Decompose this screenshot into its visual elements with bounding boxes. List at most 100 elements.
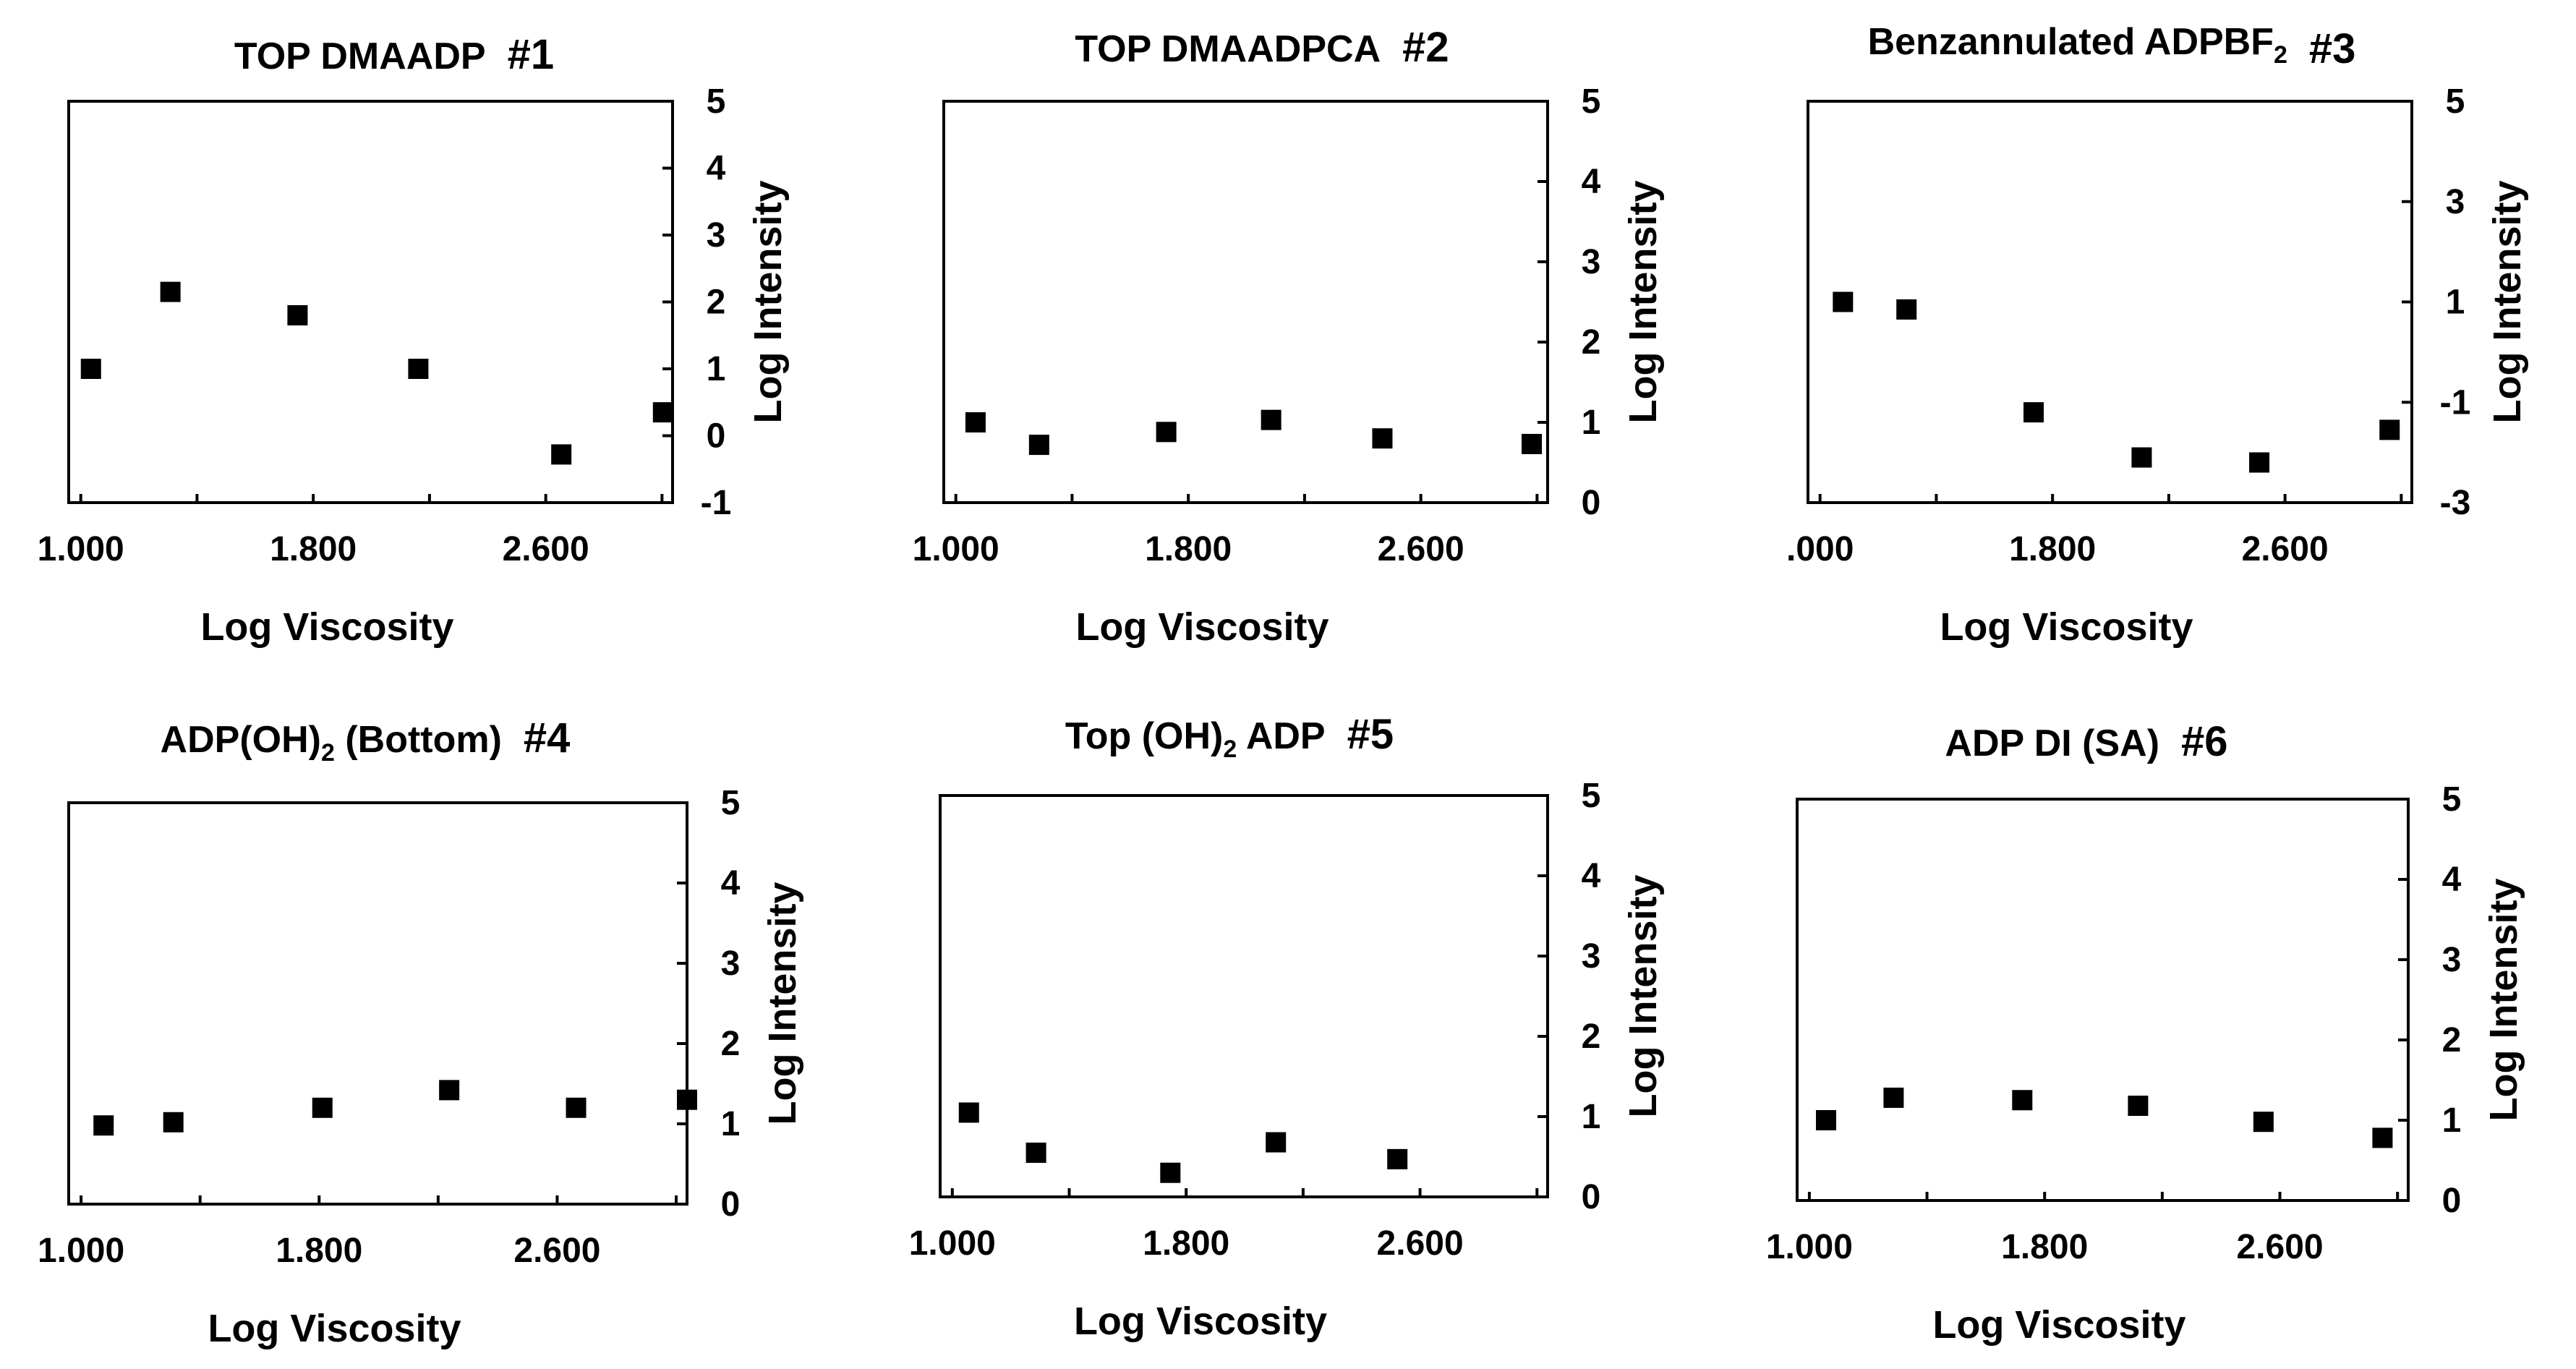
data-point <box>1883 1087 1904 1108</box>
chart-title-text: ADP DI (SA) <box>1945 722 2159 764</box>
chart-title-text: TOP DMAADPCA <box>1075 28 1381 70</box>
data-point <box>408 359 429 379</box>
y-tick-label: 2 <box>1582 1018 1601 1056</box>
data-point <box>677 1089 697 1110</box>
chart-panel-4: ADP(OH)2 (Bottom) #41.000 1.800 2.600012345… <box>38 715 804 1350</box>
x-axis-label: Log Viscosity <box>1075 605 1328 649</box>
x-axis-label: Log Viscosity <box>1074 1300 1327 1343</box>
x-tick-label: 1.800 <box>2009 530 2096 568</box>
data-point <box>439 1080 460 1101</box>
data-point <box>566 1097 587 1118</box>
y-tick-label: 5 <box>2442 780 2462 819</box>
data-point <box>1372 428 1393 449</box>
chart-title-subscript: 2 <box>1223 735 1237 763</box>
chart-title-text: Benzannulated ADPBF <box>1868 21 2274 63</box>
chart-title-subscript: 2 <box>2274 41 2287 69</box>
plot-frame <box>939 794 1549 1198</box>
y-tick-label: 1 <box>2446 283 2465 322</box>
data-point <box>2379 419 2400 440</box>
y-tick-label: 3 <box>721 944 741 983</box>
chart-title-text: ADP(OH) <box>161 719 321 761</box>
x-tick-label: 1.000 <box>1766 1228 1853 1266</box>
x-tick-label: 1.000 <box>909 1224 996 1263</box>
y-tick-label: -1 <box>701 484 732 522</box>
data-point <box>1266 1132 1287 1153</box>
data-point <box>93 1115 114 1136</box>
data-point <box>2253 1112 2274 1133</box>
x-tick-label: 2.600 <box>1377 1224 1464 1263</box>
data-point <box>965 412 986 432</box>
data-point <box>652 402 673 423</box>
x-tick-label: 1.800 <box>276 1232 362 1270</box>
y-tick-label: 1 <box>707 350 726 388</box>
y-tick-label: 4 <box>707 150 726 188</box>
data-point <box>551 444 572 465</box>
data-point <box>1387 1148 1408 1169</box>
y-tick-label: 4 <box>1582 857 1601 895</box>
y-tick-label: 2 <box>1582 323 1601 362</box>
chart-title-number: #3 <box>2309 25 2356 72</box>
chart-title-number: #1 <box>508 31 555 78</box>
x-tick-label: 2.600 <box>2242 530 2329 568</box>
y-axis-label: Log Intensity <box>746 181 790 424</box>
chart-title-text: Top (OH) <box>1065 715 1224 757</box>
y-tick-label: 2 <box>707 283 726 322</box>
y-axis-label: Log Intensity <box>1621 181 1665 424</box>
y-tick-label: 5 <box>1582 777 1601 815</box>
chart-title-subscript: 2 <box>321 739 335 767</box>
x-tick-label: 1.800 <box>1145 530 1232 568</box>
y-tick-label: 5 <box>1582 82 1601 121</box>
y-tick-label: 1 <box>1582 1098 1601 1136</box>
data-point <box>2023 402 2044 423</box>
x-tick-label: 1.000 <box>38 530 124 568</box>
data-point <box>1522 433 1543 454</box>
data-point <box>2249 452 2270 473</box>
y-tick-label: 4 <box>721 864 741 903</box>
chart-title-rest: ADP <box>1237 715 1325 757</box>
chart-title: TOP DMAADPCA #2 <box>1075 24 1449 71</box>
chart-panel-1: TOP DMAADP #1 1.000 1.800 2.600 -1 0 1 2 3 4 5 Log V… <box>38 31 790 649</box>
x-tick-label: 2.600 <box>503 530 589 568</box>
data-point <box>160 281 181 302</box>
y-axis-label: Log Intensity <box>1621 875 1665 1118</box>
data-point <box>958 1102 979 1123</box>
y-axis-label: Log Intensity <box>2486 181 2529 424</box>
y-tick-label: 0 <box>1582 1178 1601 1216</box>
x-axis-label: Log Viscosity <box>200 605 453 649</box>
x-axis-label: Log Viscosity <box>1932 1303 2185 1347</box>
x-tick-label: 1.800 <box>1143 1224 1229 1263</box>
y-tick-label: 4 <box>1582 163 1601 201</box>
y-tick-label: 3 <box>1582 937 1601 976</box>
data-point <box>1025 1142 1046 1163</box>
y-tick-label: 0 <box>1582 484 1601 522</box>
y-tick-label: 3 <box>2442 941 2462 979</box>
x-tick-label: 1.800 <box>2001 1228 2088 1266</box>
chart-title: Top (OH)2 ADP #5 <box>1065 711 1394 763</box>
data-point <box>1261 409 1281 430</box>
data-point <box>1028 435 1049 456</box>
y-tick-label: 2 <box>721 1025 741 1063</box>
chart-title: ADP(OH)2 (Bottom) #4 <box>161 715 571 767</box>
x-axis-label: Log Viscosity <box>1940 605 2193 649</box>
y-axis-label: Log Intensity <box>761 882 804 1125</box>
y-tick-label: 0 <box>721 1185 741 1224</box>
data-point <box>1816 1110 1837 1130</box>
chart-title: ADP DI (SA) #6 <box>1945 718 2227 765</box>
chart-title-number: #6 <box>2181 718 2228 765</box>
data-point <box>287 305 308 325</box>
y-tick-label: 5 <box>707 82 726 121</box>
y-tick-label: 0 <box>2442 1182 2462 1220</box>
y-tick-label: 2 <box>2442 1021 2462 1059</box>
y-tick-label: 3 <box>707 216 726 255</box>
x-tick-label: 2.600 <box>2236 1228 2323 1266</box>
y-tick-label: -1 <box>2440 383 2471 422</box>
y-tick-label: 1 <box>2442 1101 2462 1140</box>
chart-panel-6: ADP DI (SA) #6 1.000 1.800 2.600 0 1 2 3 4 5 Log Vi… <box>1766 718 2525 1347</box>
plot-frame <box>67 100 674 504</box>
chart-title-text: TOP DMAADP <box>234 35 486 77</box>
chart-title: Benzannulated ADPBF2 #3 <box>1868 21 2356 72</box>
y-tick-label: 1 <box>1582 404 1601 442</box>
plot-frame <box>67 801 688 1206</box>
data-point <box>2128 1096 2149 1117</box>
